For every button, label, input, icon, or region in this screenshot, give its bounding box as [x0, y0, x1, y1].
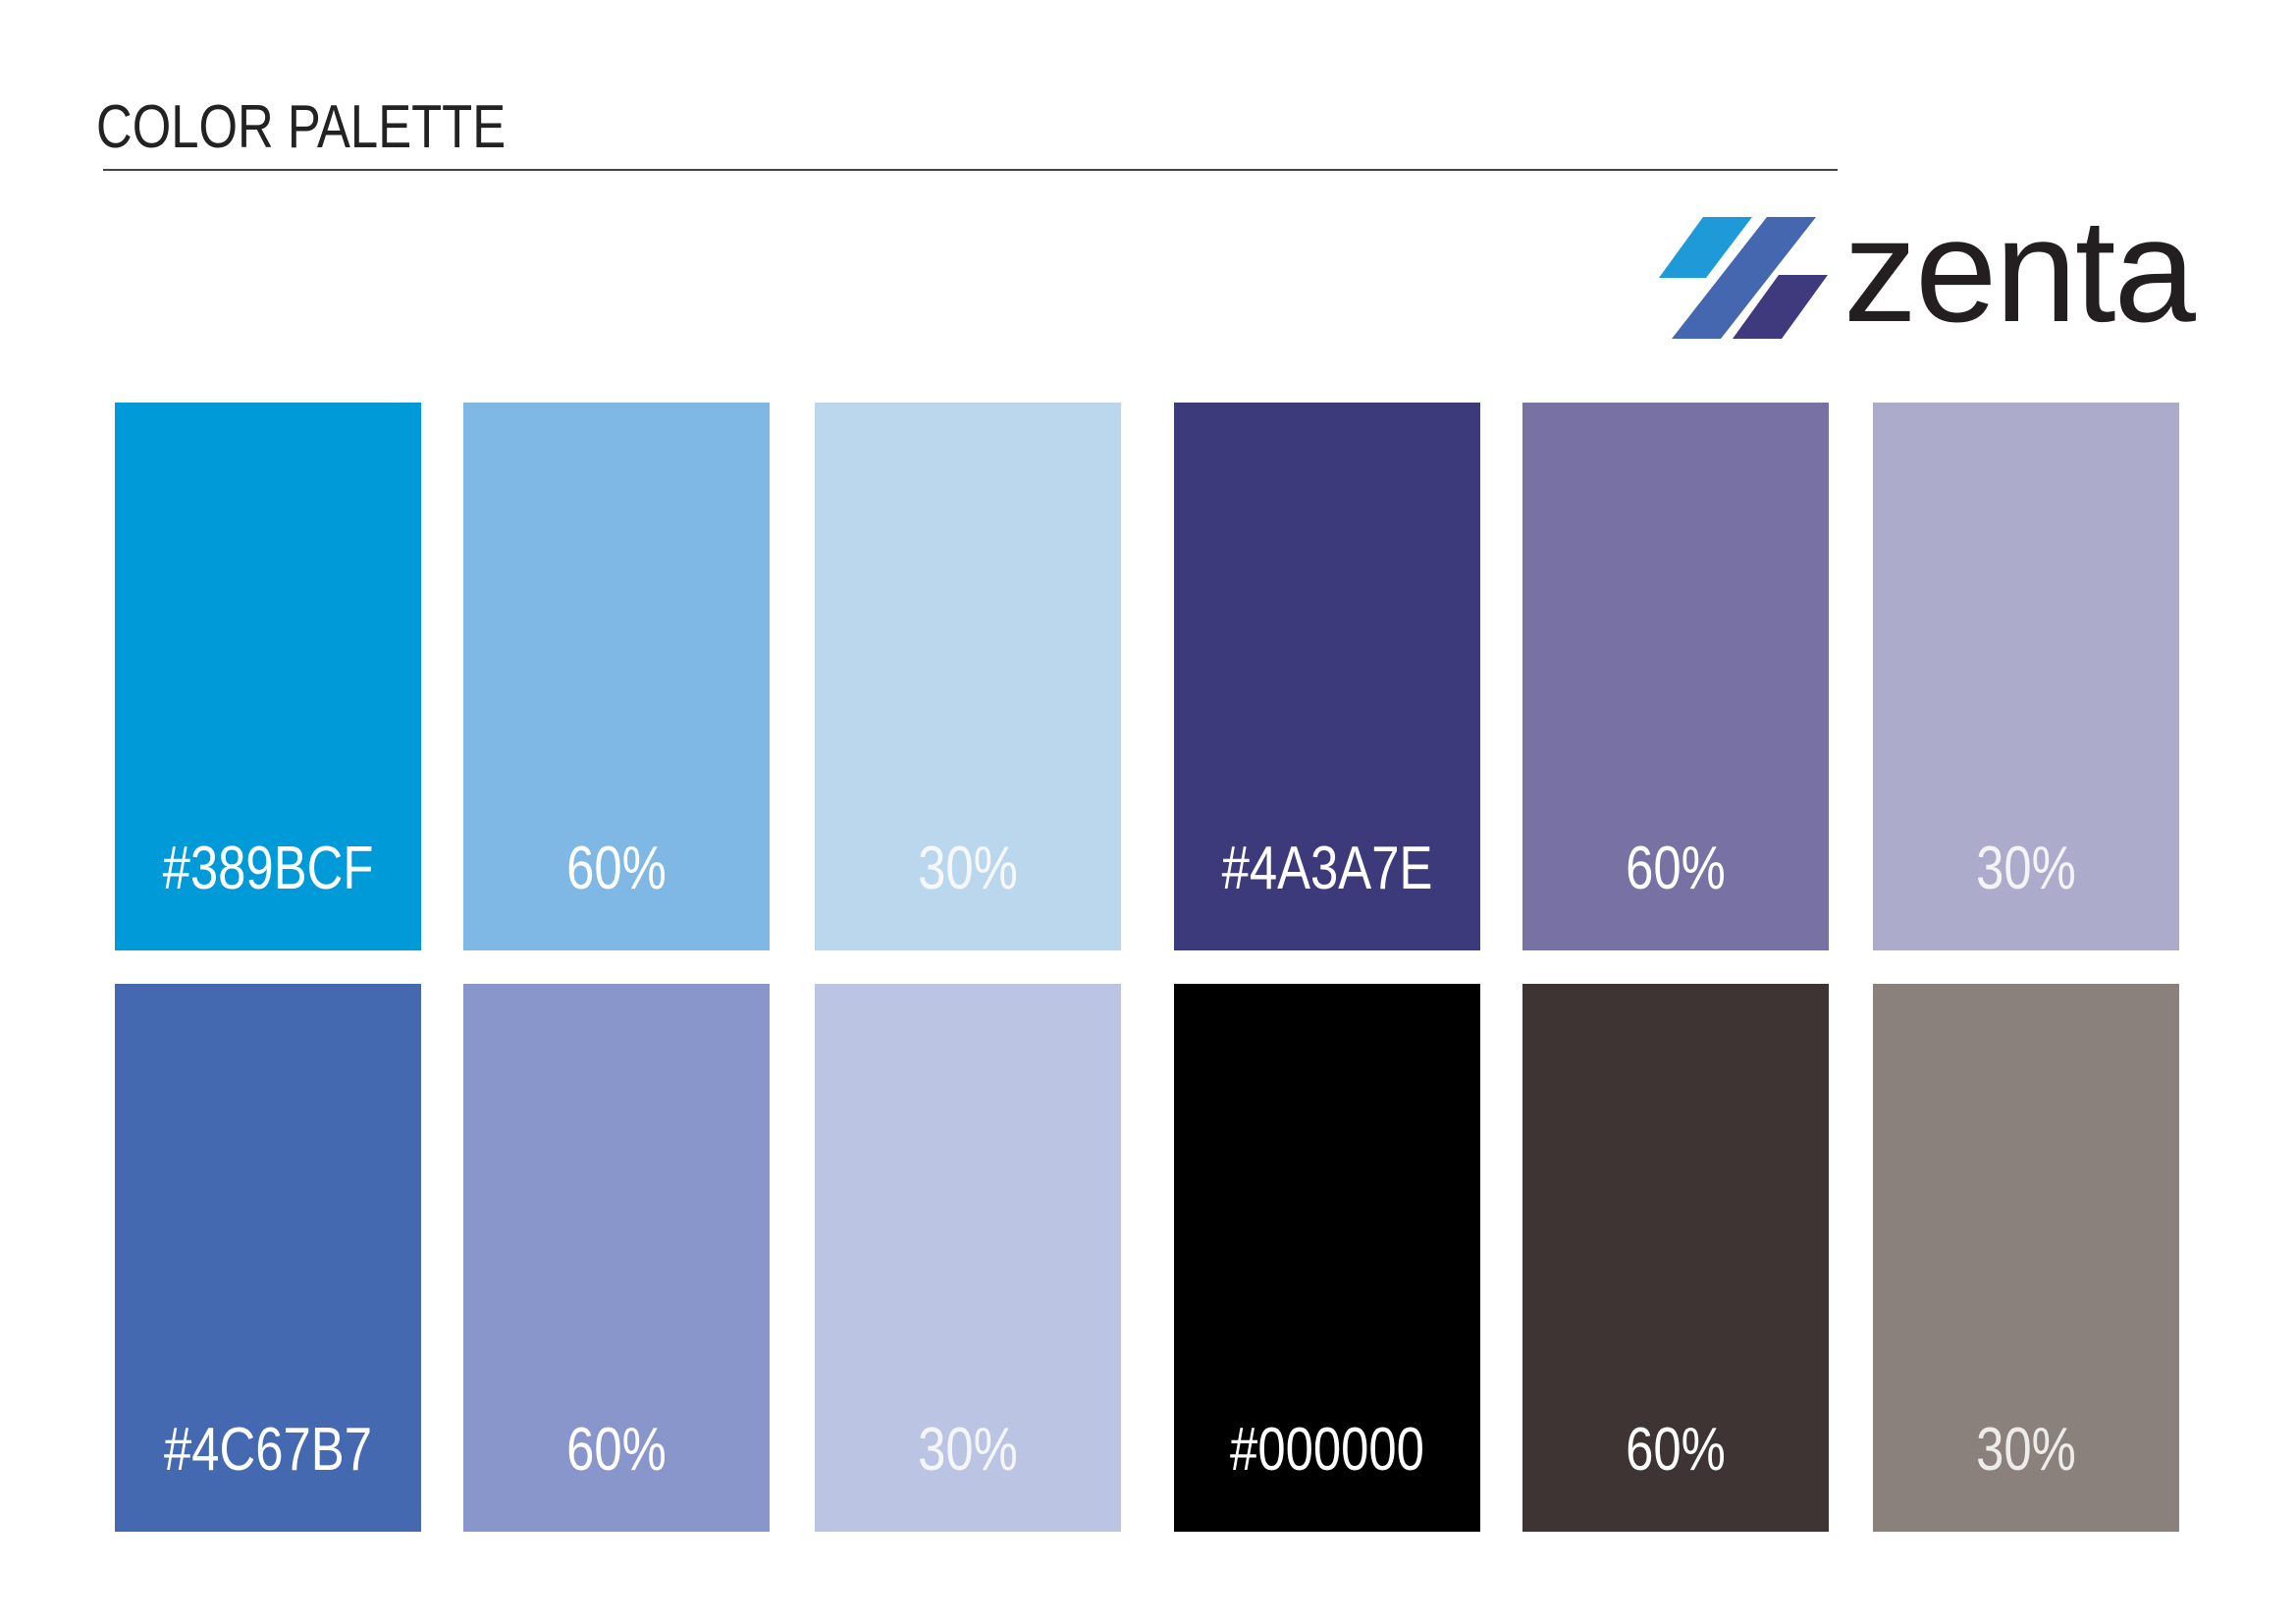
- swatch-label: 30%: [1976, 835, 2076, 902]
- swatch-label: #4C67B7: [164, 1416, 372, 1484]
- swatch-label: #389BCF: [163, 835, 374, 902]
- color-swatch: [815, 403, 1121, 950]
- swatch-label: 60%: [566, 1416, 667, 1484]
- color-swatch: [815, 984, 1121, 1532]
- swatch-label: 30%: [918, 1416, 1018, 1484]
- color-swatch: [1873, 984, 2179, 1532]
- color-swatch: [1873, 403, 2179, 950]
- color-swatch: [463, 403, 770, 950]
- color-swatch: [463, 984, 770, 1532]
- swatch-label: 30%: [918, 835, 1018, 902]
- swatch-label: 60%: [1626, 1416, 1726, 1484]
- swatch-label: 60%: [566, 835, 667, 902]
- color-swatch: [1522, 984, 1829, 1532]
- swatch-label: 60%: [1626, 835, 1726, 902]
- swatch-label: #4A3A7E: [1222, 835, 1433, 902]
- color-swatch: [115, 984, 421, 1532]
- color-swatch: [1174, 403, 1480, 950]
- color-swatch: [1522, 403, 1829, 950]
- color-swatch: [115, 403, 421, 950]
- logo-icon: [1659, 217, 1828, 339]
- swatch-label: #000000: [1230, 1416, 1424, 1484]
- color-swatch: [1174, 984, 1480, 1532]
- page-title: COLOR PALETTE: [96, 93, 506, 161]
- swatch-label: 30%: [1976, 1416, 2076, 1484]
- logo-text: zenta: [1843, 188, 2197, 352]
